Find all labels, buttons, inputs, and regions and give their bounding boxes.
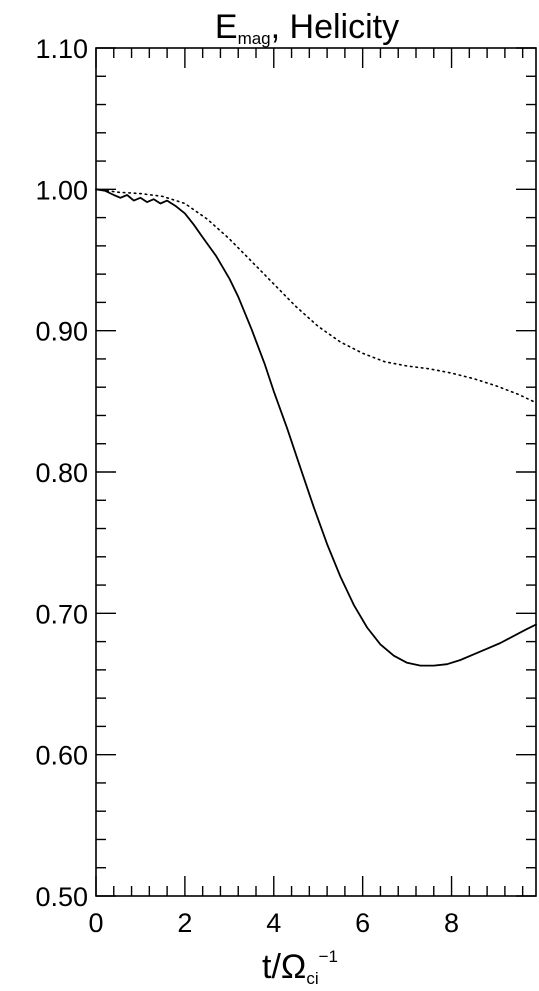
- x-axis-label-superscript: −1: [319, 947, 338, 966]
- chart-title-rest: , Helicity: [271, 8, 399, 46]
- y-tick-label: 1.00: [35, 175, 88, 205]
- y-tick-label: 0.50: [35, 882, 88, 912]
- x-tick-label: 0: [88, 908, 103, 938]
- y-tick-label: 0.80: [35, 458, 88, 488]
- axis-ticks: [95, 47, 536, 897]
- x-axis-label: t/Ωci−1: [262, 947, 338, 988]
- series-line-solid: [95, 188, 537, 667]
- svg-text:t/Ωci−1: t/Ωci−1: [262, 947, 338, 988]
- y-tick-label: 1.10: [35, 34, 88, 64]
- x-axis-label-subscript: ci: [306, 969, 318, 988]
- x-axis-label-main: t/Ω: [262, 948, 306, 986]
- chart-title: Emag, Helicity: [215, 8, 399, 48]
- series-line-dotted: [95, 188, 537, 404]
- x-tick-label: 4: [266, 908, 281, 938]
- y-tick-label: 0.90: [35, 317, 88, 347]
- y-tick-label: 0.60: [35, 741, 88, 771]
- x-tick-label: 2: [177, 908, 192, 938]
- x-tick-label: 8: [444, 908, 459, 938]
- x-tick-label: 6: [355, 908, 370, 938]
- y-tick-labels: 0.50 0.60 0.70 0.80 0.90 1.00 1.10: [35, 34, 88, 912]
- chart-title-main: E: [215, 8, 238, 46]
- y-tick-label: 0.70: [35, 599, 88, 629]
- plot-frame: [95, 47, 537, 897]
- chart-title-subscript: mag: [238, 29, 271, 48]
- series-group: [95, 188, 537, 667]
- svg-text:Emag, Helicity: Emag, Helicity: [215, 8, 399, 48]
- x-tick-labels: 0 2 4 6 8: [88, 908, 459, 938]
